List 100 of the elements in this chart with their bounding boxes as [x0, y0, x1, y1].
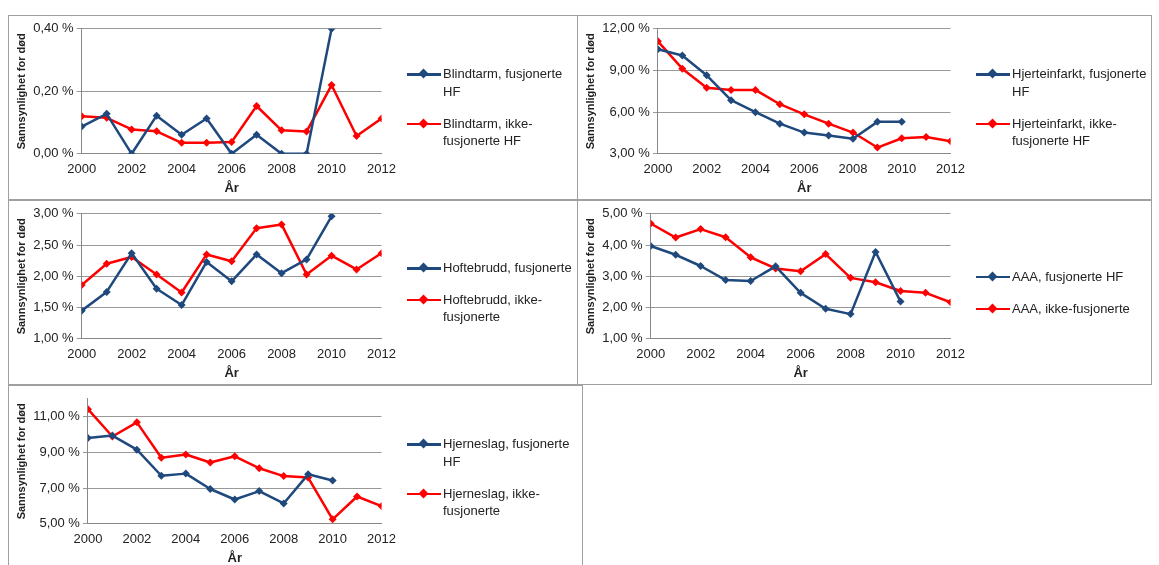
point — [800, 109, 809, 118]
x-tick-label: 2008 — [267, 160, 297, 176]
x-tick-label: 2012 — [936, 160, 965, 176]
legend-label: Blindtarm, ikke-fusjonerte HF — [443, 114, 534, 150]
y-tick-label: 5,00 % — [39, 514, 81, 530]
point — [279, 498, 288, 507]
point — [102, 259, 111, 268]
point — [751, 85, 760, 94]
point — [279, 471, 288, 480]
point — [152, 126, 161, 135]
point — [775, 119, 784, 128]
y-tick-label: 0,20 % — [33, 82, 75, 98]
point — [157, 453, 166, 462]
point — [230, 451, 239, 460]
point — [157, 471, 166, 480]
point — [896, 286, 905, 295]
point — [678, 64, 687, 73]
x-tick-label: 2010 — [887, 160, 917, 176]
y-tick-label: 5,00 % — [602, 204, 644, 220]
point — [721, 275, 730, 284]
legend-label: AAA, ikke-fusjonerte — [1012, 299, 1130, 318]
y-tick-label: 4,00 % — [602, 236, 644, 252]
point — [671, 250, 680, 259]
y-tick-label: 3,00 % — [33, 204, 75, 220]
x-tick-label: 2010 — [318, 530, 348, 546]
x-tick-label: 2006 — [786, 345, 816, 361]
point — [751, 107, 760, 116]
legend-label: Hoftebrudd, fusjonerte — [443, 259, 572, 277]
point — [202, 249, 211, 258]
y-tick-label: 3,00 % — [609, 144, 651, 160]
point — [897, 117, 906, 126]
x-axis-title: År — [796, 179, 812, 195]
point — [252, 130, 261, 139]
y-tick-label: 6,00 % — [609, 103, 651, 119]
x-tick-label: 2004 — [167, 345, 197, 361]
point — [230, 495, 239, 504]
y-tick-label: 1,00 % — [602, 329, 644, 345]
point — [727, 95, 736, 104]
x-axis-title: År — [224, 364, 239, 380]
x-tick-label: 2004 — [171, 530, 201, 546]
y-tick-label: 11,00 % — [33, 407, 81, 423]
y-tick-label: 3,00 % — [602, 267, 644, 283]
point — [252, 101, 261, 110]
x-tick-label: 2000 — [643, 160, 673, 176]
point — [328, 476, 337, 485]
point — [206, 484, 215, 493]
point — [696, 261, 705, 270]
point — [846, 273, 855, 282]
legend-label: Hjerneslag, fusjonerte HF — [443, 435, 571, 471]
x-tick-label: 2000 — [636, 345, 666, 361]
point — [255, 486, 264, 495]
x-tick-label: 2002 — [692, 160, 722, 176]
point — [202, 138, 211, 147]
point — [328, 514, 337, 523]
point — [302, 127, 311, 136]
point — [800, 128, 809, 137]
x-tick-label: 2008 — [838, 160, 868, 176]
point — [873, 143, 882, 152]
x-tick-label: 2010 — [317, 160, 347, 176]
point — [702, 70, 711, 79]
point — [352, 264, 361, 273]
point — [152, 269, 161, 278]
point — [277, 125, 286, 134]
point — [252, 223, 261, 232]
y-tick-label: 2,00 % — [602, 298, 644, 314]
point — [821, 304, 830, 313]
x-tick-label: 2004 — [736, 345, 766, 361]
point — [678, 50, 687, 59]
point — [127, 124, 136, 133]
point — [746, 252, 755, 261]
point — [702, 83, 711, 92]
x-tick-label: 2006 — [217, 160, 247, 176]
point — [871, 277, 880, 286]
x-tick-label: 2004 — [740, 160, 770, 176]
point — [353, 491, 362, 500]
point — [696, 224, 705, 233]
y-axis-title: Sannsynlighet for død — [14, 217, 27, 334]
x-tick-label: 2010 — [317, 345, 347, 361]
point — [302, 269, 311, 278]
point — [177, 138, 186, 147]
point — [255, 463, 264, 472]
y-tick-label: 1,00 % — [33, 329, 75, 345]
point — [152, 284, 161, 293]
point — [302, 254, 311, 263]
legend-label: Hjerteinfarkt, ikke-fusjonerte HF — [1012, 114, 1118, 150]
x-axis-title: År — [793, 364, 808, 380]
point — [102, 287, 111, 296]
x-tick-label: 2008 — [269, 530, 299, 546]
x-tick-label: 2012 — [367, 345, 396, 361]
y-tick-label: 9,00 % — [609, 61, 651, 77]
x-tick-label: 2008 — [836, 345, 866, 361]
x-tick-label: 2006 — [220, 530, 250, 546]
point — [775, 99, 784, 108]
point — [873, 117, 882, 126]
x-tick-label: 2002 — [117, 160, 147, 176]
point — [327, 80, 336, 89]
x-tick-label: 2006 — [217, 345, 247, 361]
point — [102, 109, 111, 118]
legend-label: Blindtarm, fusjonerte HF — [443, 65, 564, 101]
x-axis-title: År — [227, 549, 242, 565]
